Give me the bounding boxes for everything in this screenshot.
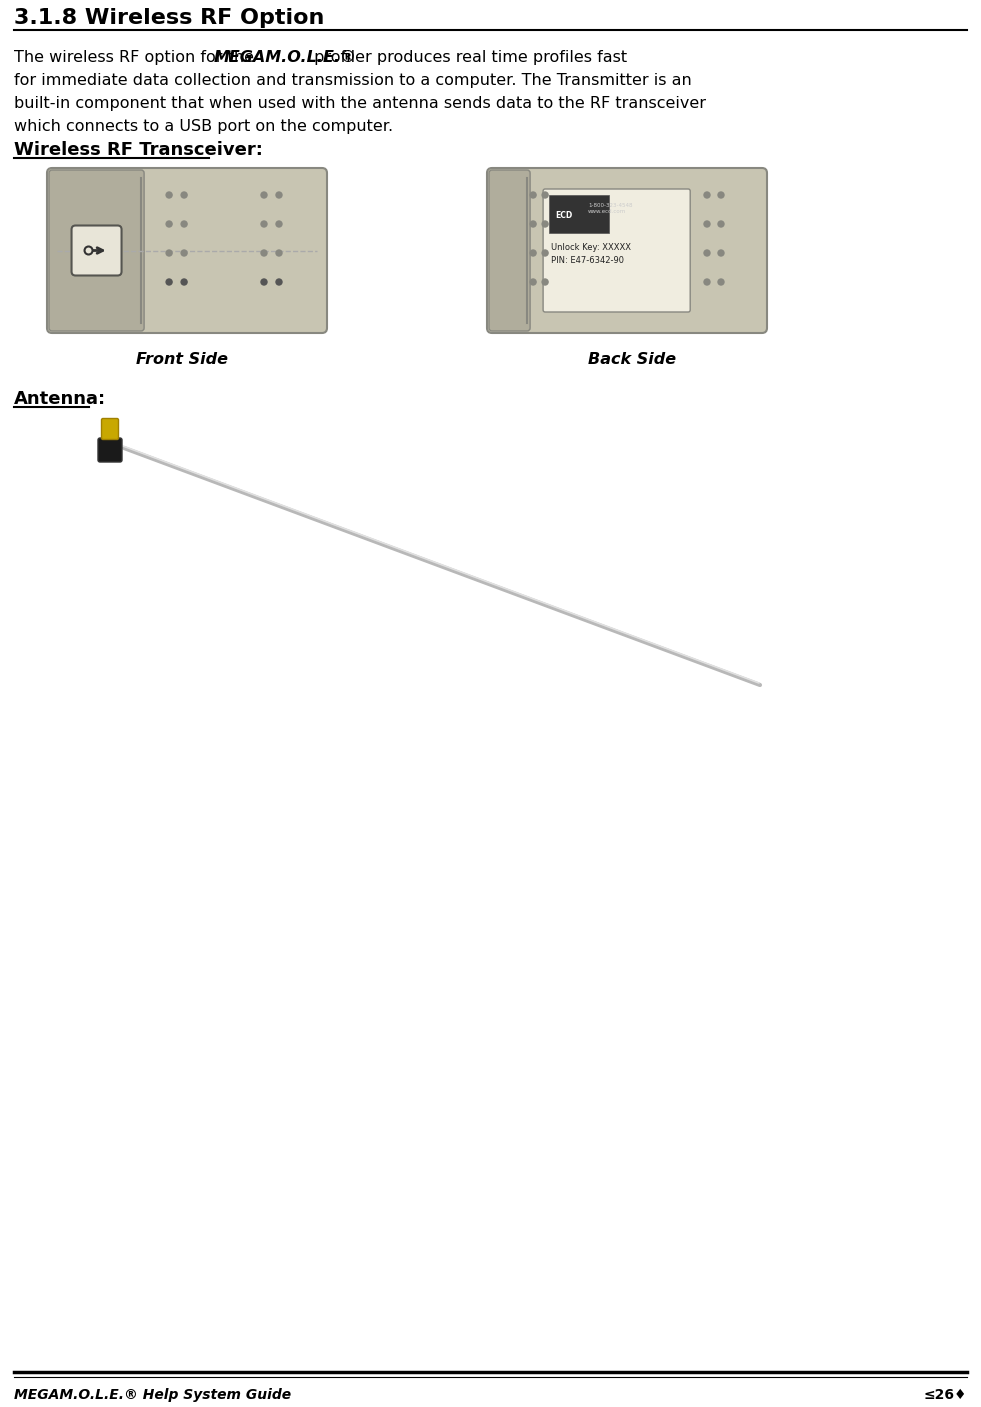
Text: Antenna:: Antenna: [14,390,106,408]
Circle shape [166,191,172,198]
Circle shape [530,191,536,198]
Circle shape [276,279,282,286]
Circle shape [261,191,267,198]
Text: PIN: E47-6342-90: PIN: E47-6342-90 [551,256,624,265]
Circle shape [718,221,724,227]
Circle shape [261,250,267,256]
Circle shape [704,221,710,227]
Text: MEGAM.O.L.E.® Help System Guide: MEGAM.O.L.E.® Help System Guide [14,1387,291,1401]
Circle shape [181,250,187,256]
Circle shape [530,250,536,256]
Text: Wireless RF Transceiver:: Wireless RF Transceiver: [14,141,263,159]
Circle shape [718,191,724,198]
Text: The wireless RF option for the: The wireless RF option for the [14,51,259,65]
Text: which connects to a USB port on the computer.: which connects to a USB port on the comp… [14,120,393,134]
Circle shape [542,279,548,286]
FancyBboxPatch shape [49,170,144,331]
Text: 3.1.8 Wireless RF Option: 3.1.8 Wireless RF Option [14,8,325,28]
Text: Back Side: Back Side [589,352,677,367]
Circle shape [166,250,172,256]
Circle shape [166,221,172,227]
Circle shape [166,279,172,286]
Circle shape [276,250,282,256]
Bar [549,196,609,234]
FancyBboxPatch shape [98,438,122,461]
Text: MEGAM.O.L.E.®: MEGAM.O.L.E.® [214,51,357,65]
FancyBboxPatch shape [72,225,122,276]
FancyBboxPatch shape [47,167,327,333]
Text: profiler produces real time profiles fast: profiler produces real time profiles fas… [309,51,627,65]
Circle shape [181,191,187,198]
Text: built-in component that when used with the antenna sends data to the RF transcei: built-in component that when used with t… [14,96,706,111]
FancyBboxPatch shape [489,170,530,331]
FancyBboxPatch shape [543,189,691,312]
Text: ≤26♦: ≤26♦ [923,1387,967,1401]
Circle shape [261,221,267,227]
Text: 1-800-323-4548
www.ecd.com: 1-800-323-4548 www.ecd.com [589,203,633,214]
Circle shape [704,250,710,256]
Circle shape [181,279,187,286]
Circle shape [181,221,187,227]
Text: Unlock Key: XXXXX: Unlock Key: XXXXX [551,243,631,252]
Circle shape [542,250,548,256]
Circle shape [704,191,710,198]
Circle shape [704,279,710,286]
Circle shape [530,279,536,286]
Circle shape [261,279,267,286]
Circle shape [530,221,536,227]
Circle shape [542,191,548,198]
Text: Front Side: Front Side [135,352,228,367]
Circle shape [718,279,724,286]
Circle shape [84,246,92,255]
FancyBboxPatch shape [487,167,767,333]
FancyBboxPatch shape [101,418,119,439]
Text: ECD: ECD [555,211,573,221]
Circle shape [718,250,724,256]
Circle shape [276,191,282,198]
Circle shape [542,221,548,227]
Circle shape [276,221,282,227]
Text: for immediate data collection and transmission to a computer. The Transmitter is: for immediate data collection and transm… [14,73,692,89]
